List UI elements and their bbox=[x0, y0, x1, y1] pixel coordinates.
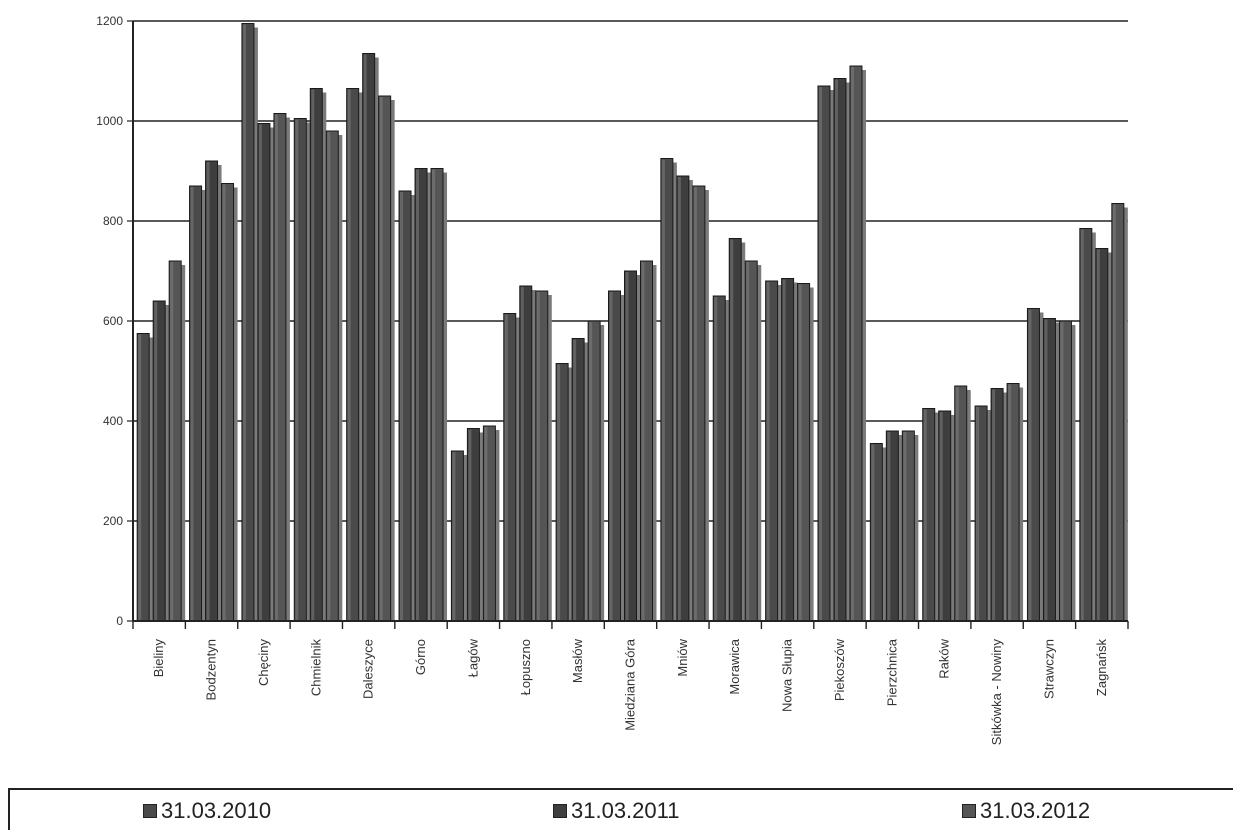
bar-highlight bbox=[887, 432, 891, 620]
y-tick-label-200: 200 bbox=[103, 514, 123, 528]
axes bbox=[132, 21, 1129, 629]
category-label: Łopuszno bbox=[518, 639, 533, 695]
y-tick-label-1200: 1200 bbox=[96, 14, 123, 28]
bar-highlight bbox=[1028, 309, 1032, 620]
bar-highlight bbox=[976, 407, 980, 620]
category-label: Raków bbox=[937, 638, 952, 678]
bar-highlight bbox=[939, 412, 943, 620]
bar-highlight bbox=[468, 429, 472, 620]
bar-highlight bbox=[295, 119, 299, 620]
bar-highlight bbox=[746, 262, 750, 620]
category-label: Morawica bbox=[727, 638, 742, 694]
category-label: Strawczyn bbox=[1041, 639, 1056, 699]
bar-highlight bbox=[363, 54, 367, 620]
bar-highlight bbox=[677, 177, 681, 620]
bar-highlight bbox=[850, 67, 854, 620]
bar-highlight bbox=[1112, 204, 1116, 620]
category-label: Sitkówka - Nowiny bbox=[989, 639, 1004, 746]
bar-highlight bbox=[818, 87, 822, 620]
category-label: Łagów bbox=[465, 638, 480, 677]
bar-highlight bbox=[327, 132, 331, 620]
category-label: Miedziana Góra bbox=[623, 638, 638, 731]
bar-highlight bbox=[206, 162, 210, 620]
bar-highlight bbox=[484, 427, 488, 620]
bar-highlight bbox=[641, 262, 645, 620]
bar-highlight bbox=[504, 314, 508, 620]
legend-label-2012: 31.03.2012 bbox=[980, 798, 1091, 823]
bar-highlight bbox=[609, 292, 613, 620]
legend-swatch-2011 bbox=[553, 804, 567, 818]
bar-highlight bbox=[274, 114, 278, 620]
bar-highlight bbox=[730, 239, 734, 620]
bar-highlight bbox=[536, 292, 540, 620]
bar-highlight bbox=[170, 262, 174, 620]
category-label: Górno bbox=[413, 639, 428, 675]
category-label: Mniów bbox=[675, 638, 690, 676]
legend: 31.03.2010 31.03.2011 31.03.2012 bbox=[8, 788, 1233, 830]
bar-highlight bbox=[258, 124, 262, 620]
bar-highlight bbox=[311, 89, 315, 620]
category-label: Chęciny bbox=[256, 639, 271, 686]
bar-highlight bbox=[766, 282, 770, 620]
bar-highlight bbox=[452, 452, 456, 620]
bar-highlight bbox=[992, 389, 996, 620]
legend-item-2010: 31.03.2010 bbox=[143, 798, 271, 824]
bar-highlight bbox=[782, 279, 786, 620]
bar-highlight bbox=[242, 24, 246, 620]
bar-highlight bbox=[714, 297, 718, 620]
bar-highlight bbox=[573, 339, 577, 620]
legend-swatch-2010 bbox=[143, 804, 157, 818]
bar-highlight bbox=[693, 187, 697, 620]
bar-highlight bbox=[589, 322, 593, 620]
bar-highlight bbox=[625, 272, 629, 620]
bar-highlight bbox=[347, 89, 351, 620]
category-label: Nowa Słupia bbox=[780, 638, 795, 712]
bar-highlight bbox=[955, 387, 959, 620]
category-label: Bieliny bbox=[151, 639, 166, 678]
legend-label-2011: 31.03.2011 bbox=[571, 798, 680, 823]
bar-highlight bbox=[557, 364, 561, 620]
category-labels: Bieliny Bodzentyn Chęciny Chmielnik Daleszyc… bbox=[151, 638, 1109, 745]
y-tick-label-400: 400 bbox=[103, 414, 123, 428]
bar-highlight bbox=[1080, 229, 1084, 620]
legend-label-2010: 31.03.2010 bbox=[161, 798, 272, 823]
bar-highlight bbox=[432, 169, 436, 620]
legend-swatch-2012 bbox=[962, 804, 976, 818]
bar-highlight bbox=[400, 192, 404, 620]
category-label: Pierzchnica bbox=[884, 638, 899, 706]
y-tick-label-0: 0 bbox=[116, 614, 123, 628]
category-label: Bodzentyn bbox=[204, 639, 219, 700]
bar-highlight bbox=[923, 409, 927, 620]
legend-item-2012: 31.03.2012 bbox=[962, 798, 1090, 824]
bar-highlight bbox=[1044, 319, 1048, 620]
bar-chart: 0 200 400 600 800 1000 1200 Bieliny Bodzentyn Ch… bbox=[96, 14, 1129, 745]
bar-highlight bbox=[798, 284, 802, 620]
bar-highlight bbox=[834, 79, 838, 620]
bar-highlight bbox=[871, 444, 875, 620]
bar-highlight bbox=[190, 187, 194, 620]
bar-highlight bbox=[520, 287, 524, 620]
bar-highlight bbox=[1060, 322, 1064, 620]
bar-highlight bbox=[661, 159, 665, 620]
bar-highlight bbox=[379, 97, 383, 620]
category-label: Daleszyce bbox=[361, 639, 376, 699]
bars bbox=[136, 23, 1128, 622]
category-label: Chmielnik bbox=[308, 639, 323, 697]
bar-highlight bbox=[1008, 384, 1012, 620]
category-label: Masłów bbox=[570, 638, 585, 683]
legend-item-2011: 31.03.2011 bbox=[553, 798, 679, 824]
y-tick-labels: 0 200 400 600 800 1000 1200 bbox=[96, 14, 123, 628]
bar-highlight bbox=[416, 169, 420, 620]
bar-highlight bbox=[154, 302, 158, 620]
y-tick-label-600: 600 bbox=[103, 314, 123, 328]
y-tick-label-800: 800 bbox=[103, 214, 123, 228]
y-tick-label-1000: 1000 bbox=[96, 114, 123, 128]
category-label: Zagnańsk bbox=[1094, 639, 1109, 697]
bar-highlight bbox=[903, 432, 907, 620]
bar-highlight bbox=[138, 334, 142, 620]
bar-highlight bbox=[222, 184, 226, 620]
category-label: Piekoszów bbox=[832, 638, 847, 701]
bar-highlight bbox=[1096, 249, 1100, 620]
